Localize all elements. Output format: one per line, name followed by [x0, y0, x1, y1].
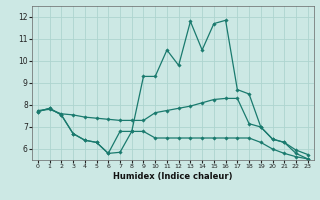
X-axis label: Humidex (Indice chaleur): Humidex (Indice chaleur) [113, 172, 233, 181]
